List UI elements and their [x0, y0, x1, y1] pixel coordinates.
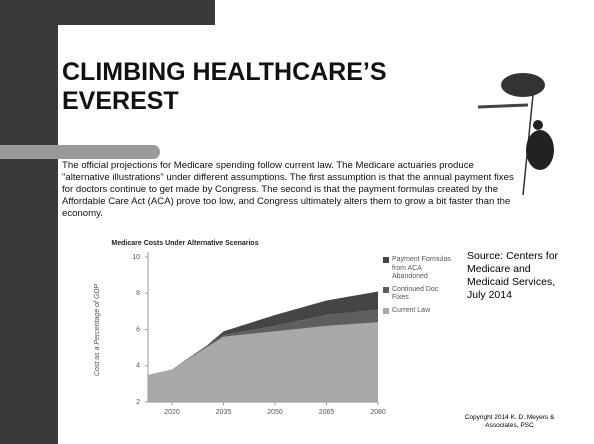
- legend: Payment Formulas from ACA Abandoned Conti…: [383, 256, 453, 319]
- area: [148, 322, 378, 402]
- legend-label: Continued Doc Fixes: [392, 285, 439, 302]
- climber-illustration: [478, 73, 554, 196]
- x-tick-label: 2035: [216, 409, 232, 416]
- y-tick-label: 6: [136, 326, 140, 333]
- x-tick-label: 2020: [164, 409, 180, 416]
- legend-swatch: [383, 307, 389, 314]
- band: [0, 145, 160, 159]
- x-tick-label: 2065: [319, 409, 335, 416]
- chart: Medicare Costs Under Alternative Scenari…: [94, 240, 386, 416]
- y-axis-label: Cost as a Percentage of GDP: [94, 284, 101, 377]
- y-tick-label: 4: [136, 363, 140, 370]
- chart-title: Medicare Costs Under Alternative Scenari…: [111, 240, 258, 247]
- y-tick-label: 8: [136, 290, 140, 297]
- area: [148, 291, 378, 375]
- legend-item: Current Law: [383, 307, 453, 316]
- dark-strip: [0, 140, 60, 444]
- legend-label: Payment Formulas from ACA Abandoned: [392, 256, 451, 280]
- y-tick-label: 10: [132, 254, 140, 261]
- x-tick-label: 2050: [267, 409, 283, 416]
- slide-title: CLIMBING HEALTHCARE’S EVEREST: [62, 58, 387, 115]
- copyright: Copyright 2014 K. D. Meyers & Associates…: [464, 414, 555, 429]
- y-tick-label: 2: [136, 399, 140, 406]
- legend-swatch: [383, 286, 389, 293]
- body-text: The official projections for Medicare sp…: [62, 160, 514, 219]
- legend-label: Current Law: [392, 306, 431, 314]
- area: [148, 309, 378, 375]
- legend-item: Payment Formulas from ACA Abandoned: [383, 256, 453, 282]
- x-tick-label: 2080: [370, 409, 386, 416]
- source: Source: Centers for Medicare and Medicai…: [467, 250, 559, 301]
- legend-swatch: [383, 257, 389, 263]
- legend-item: Continued Doc Fixes: [383, 286, 453, 303]
